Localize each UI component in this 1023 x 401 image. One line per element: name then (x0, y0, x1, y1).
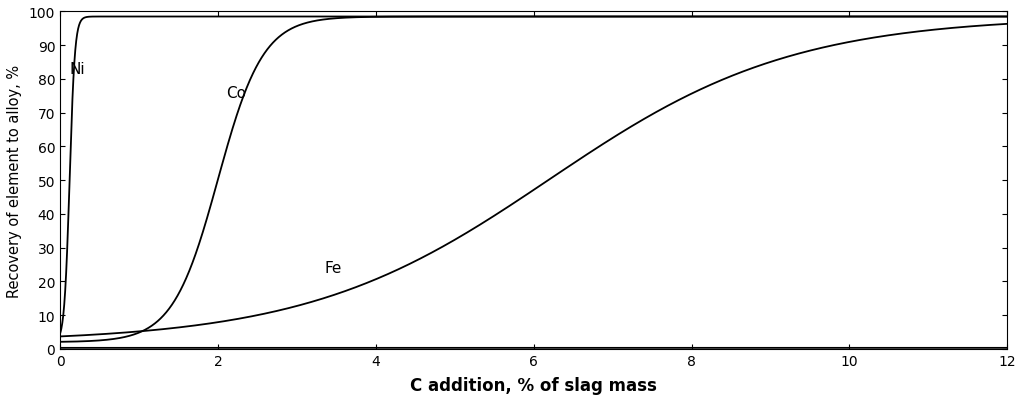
X-axis label: C addition, % of slag mass: C addition, % of slag mass (410, 376, 657, 394)
Text: Co: Co (226, 86, 246, 101)
Y-axis label: Recovery of element to alloy, %: Recovery of element to alloy, % (7, 65, 21, 297)
Text: Fe: Fe (324, 261, 342, 276)
Text: Ni: Ni (70, 62, 85, 77)
